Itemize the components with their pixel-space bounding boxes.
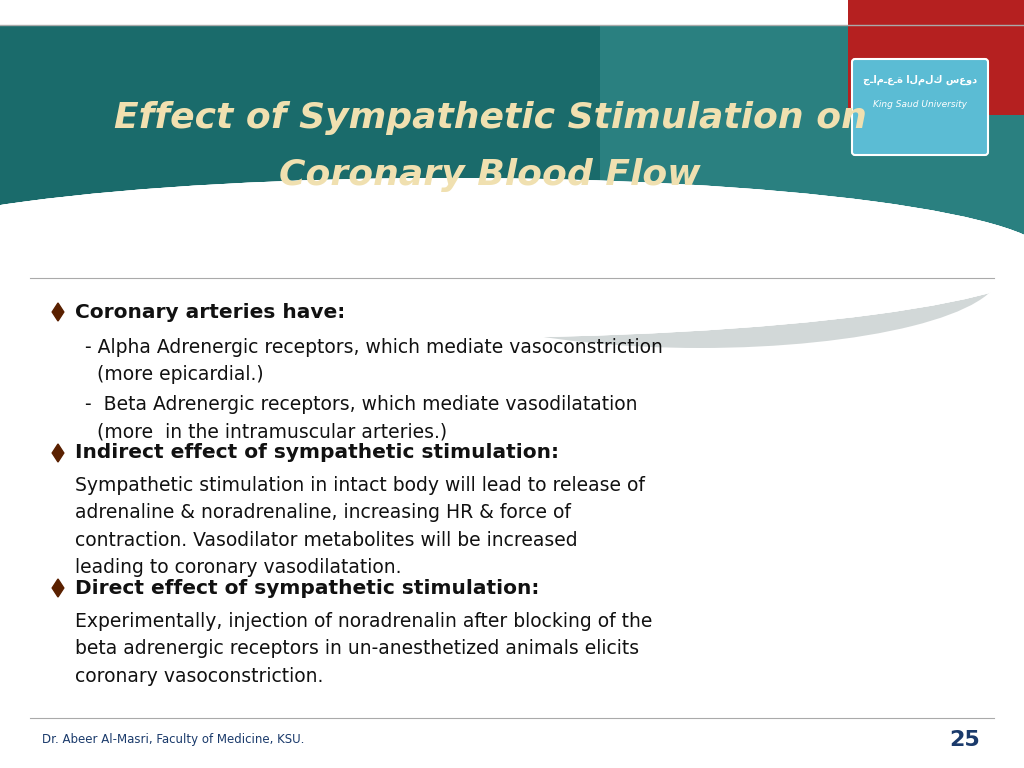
Text: King Saud University: King Saud University [873, 100, 967, 109]
Ellipse shape [0, 178, 1024, 338]
Text: Dr. Abeer Al-Masri, Faculty of Medicine, KSU.: Dr. Abeer Al-Masri, Faculty of Medicine,… [42, 733, 304, 746]
FancyBboxPatch shape [852, 59, 988, 155]
Bar [600, 25, 1024, 258]
Text: 25: 25 [949, 730, 980, 750]
Text: Direct effect of sympathetic stimulation:: Direct effect of sympathetic stimulation… [75, 578, 540, 598]
Polygon shape [52, 579, 63, 597]
Polygon shape [52, 303, 63, 321]
Text: جـامـعـة الملك سعود: جـامـعـة الملك سعود [863, 75, 977, 85]
Polygon shape [52, 444, 63, 462]
Text: Experimentally, injection of noradrenalin after blocking of the
beta adrenergic : Experimentally, injection of noradrenali… [75, 612, 652, 686]
Text: Coronary Blood Flow: Coronary Blood Flow [280, 158, 700, 192]
Bar [848, 0, 1024, 115]
Text: Effect of Sympathetic Stimulation on: Effect of Sympathetic Stimulation on [114, 101, 866, 135]
Ellipse shape [400, 198, 1000, 348]
Ellipse shape [0, 178, 1024, 338]
Text: Sympathetic stimulation in intact body will lead to release of
adrenaline & nora: Sympathetic stimulation in intact body w… [75, 476, 645, 577]
Bar [0, 25, 1024, 258]
Text: Coronary arteries have:: Coronary arteries have: [75, 303, 345, 322]
Text: - Alpha Adrenergic receptors, which mediate vasoconstriction
  (more epicardial.: - Alpha Adrenergic receptors, which medi… [85, 338, 663, 384]
Text: -  Beta Adrenergic receptors, which mediate vasodilatation
  (more  in the intra: - Beta Adrenergic receptors, which media… [85, 395, 638, 442]
Text: Indirect effect of sympathetic stimulation:: Indirect effect of sympathetic stimulati… [75, 443, 559, 462]
Ellipse shape [0, 178, 1024, 338]
